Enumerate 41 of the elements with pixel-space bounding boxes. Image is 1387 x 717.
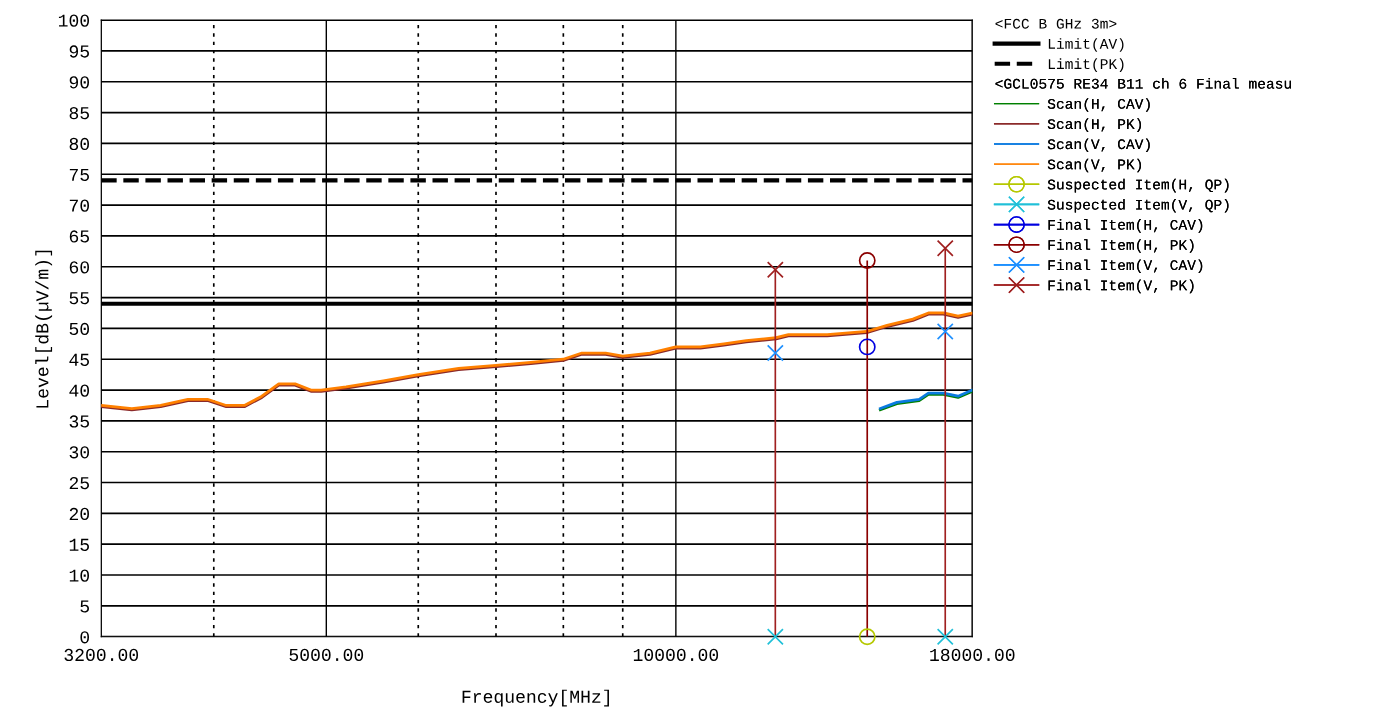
legend-label: Final Item(V, PK): [1048, 279, 1194, 294]
y-tick-label: 30: [69, 446, 90, 459]
y-tick-label: 5: [80, 600, 89, 613]
x-axis-title: Frequency[MHz]: [462, 689, 609, 707]
legend-label: Suspected Item(V, QP): [1047, 198, 1229, 213]
y-tick-label: 50: [69, 322, 90, 336]
legend-label: Scan(V, CAV): [1047, 138, 1150, 153]
legend-label: Final Item(H, PK): [1048, 239, 1194, 253]
legend-label: Final Item(V, CAV): [1048, 259, 1203, 274]
y-tick-label: 80: [69, 137, 90, 151]
legend-label: Suspected Item(H, QP): [1047, 178, 1229, 193]
y-tick-label: 75: [69, 168, 89, 181]
y-tick-label: 65: [69, 230, 89, 243]
x-tick-label: 3200.00: [64, 648, 139, 662]
x-tick-label: 5000.00: [289, 648, 364, 662]
text: <GCL0575 RE34 B11 ch 6 Final measu: [995, 78, 1291, 89]
legend-label: Scan(H, CAV): [1047, 98, 1150, 112]
legend-label: Limit(AV): [1048, 38, 1124, 52]
legend-label: Scan(V, PK): [1047, 158, 1141, 173]
x-tick-label: 10000.00: [633, 648, 719, 662]
y-tick-label: 70: [69, 199, 90, 212]
y-tick-label: 15: [69, 538, 89, 551]
y-axis-title: Level[dB(µV/m)]: [35, 250, 53, 408]
legend-label: Scan(H, PK): [1047, 118, 1141, 132]
text: <FCC B GHz 3m>: [995, 18, 1117, 29]
y-tick-label: 90: [69, 76, 90, 89]
y-tick-label: 55: [69, 292, 89, 305]
legend-label: Final Item(H, CAV): [1048, 219, 1203, 233]
y-tick-label: 95: [69, 45, 89, 58]
y-tick-label: 100: [58, 14, 90, 27]
legend-label: Limit(PK): [1048, 58, 1124, 72]
y-tick-label: 10: [69, 569, 90, 582]
y-tick-label: 40: [69, 384, 90, 397]
y-tick-label: 60: [69, 261, 90, 274]
y-tick-label: 25: [69, 477, 89, 490]
y-tick-label: 85: [69, 107, 89, 120]
y-tick-label: 45: [69, 353, 89, 366]
x-tick-label: 18000.00: [930, 648, 1015, 662]
y-tick-label: 35: [69, 415, 89, 428]
y-tick-label: 0: [80, 631, 90, 644]
y-tick-label: 20: [69, 507, 90, 521]
